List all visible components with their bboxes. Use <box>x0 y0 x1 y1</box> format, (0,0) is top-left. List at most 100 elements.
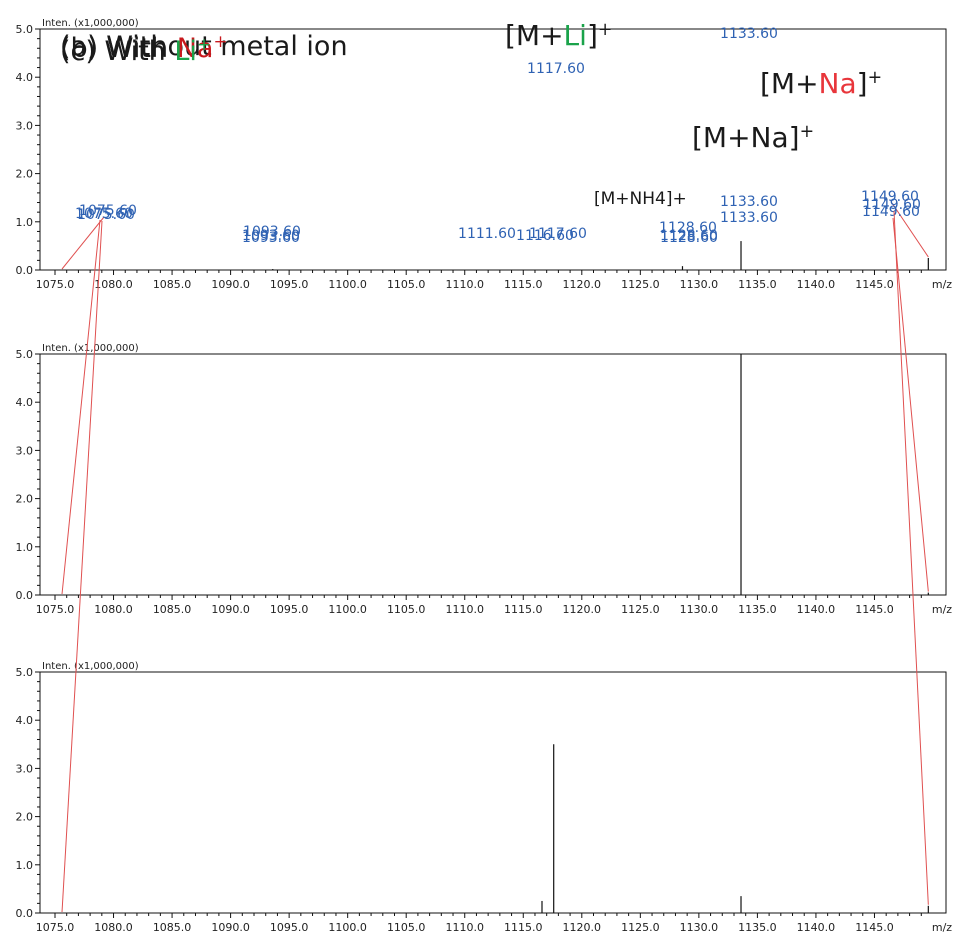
x-tick-label: 1090.0 <box>211 921 250 934</box>
peak-label: 1149.60 <box>862 204 920 220</box>
y-tick-label: 3.0 <box>16 119 34 132</box>
panel-title-part: + <box>213 31 227 51</box>
x-tick-label: 1105.0 <box>387 921 426 934</box>
x-tick-label: 1115.0 <box>504 921 543 934</box>
x-tick-label: 1140.0 <box>797 921 836 934</box>
y-unit-label: Inten. (x1,000,000) <box>42 343 139 354</box>
panel-title: (a) Without metal ion <box>60 31 348 62</box>
peak-leader-line <box>891 202 929 258</box>
y-tick-label: 2.0 <box>16 168 34 181</box>
x-tick-label: 1125.0 <box>621 603 660 616</box>
peak-label: 1075.60 <box>75 206 133 222</box>
x-tick-label: 1120.0 <box>563 603 602 616</box>
peak-label: 1133.60 <box>720 210 778 226</box>
y-tick-label: 2.0 <box>16 811 34 824</box>
x-unit-label: m/z <box>932 278 952 291</box>
panel-title-part: + <box>197 34 211 54</box>
y-tick-label: 2.0 <box>16 493 34 506</box>
peak-label: 1075.60 <box>79 203 137 219</box>
x-tick-label: 1100.0 <box>328 278 367 291</box>
plot-frame <box>39 28 947 271</box>
x-tick-label: 1135.0 <box>738 921 777 934</box>
spectrum-panel-c: Inten. (x1,000,000) 0.0 1.0 2.0 3.0 4.0 5.0 107… <box>16 19 953 934</box>
peak-leader-line <box>61 216 105 270</box>
peak-label: 1133.60 <box>720 26 778 42</box>
ion-annotation-part: Li <box>564 19 587 52</box>
x-tick-label: 1120.0 <box>563 921 602 934</box>
ion-annotation-part: [M+ <box>760 67 819 100</box>
y-tick-label: 0.0 <box>16 264 34 277</box>
x-tick-label: 1080.0 <box>94 603 133 616</box>
x-tick-label: 1100.0 <box>328 921 367 934</box>
ion-annotation: [M+Na]+ <box>692 121 814 154</box>
y-tick-label: 0.0 <box>16 589 34 602</box>
peak-label: 1093.60 <box>243 224 301 240</box>
x-tick-label: 1130.0 <box>680 921 719 934</box>
x-tick-label: 1080.0 <box>94 278 133 291</box>
peak-leader-line <box>893 210 929 905</box>
y-unit-label: Inten. (x1,000,000) <box>42 661 139 672</box>
x-tick-label: 1120.0 <box>563 278 602 291</box>
x-tick-label: 1110.0 <box>445 278 484 291</box>
ion-annotation-part: + <box>800 122 815 142</box>
y-tick-label: 5.0 <box>16 23 34 36</box>
x-tick-label: 1145.0 <box>855 603 894 616</box>
x-tick-label: 1085.0 <box>153 603 192 616</box>
x-tick-label: 1075.0 <box>36 278 75 291</box>
x-tick-label: 1140.0 <box>797 278 836 291</box>
ion-annotation-part: + <box>598 20 613 40</box>
x-tick-label: 1110.0 <box>445 603 484 616</box>
peak-label: 1149.60 <box>863 197 921 213</box>
x-tick-label: 1145.0 <box>855 278 894 291</box>
ion-annotation: [M+NH4]+ <box>594 189 687 209</box>
x-tick-label: 1105.0 <box>387 603 426 616</box>
x-tick-label: 1125.0 <box>621 278 660 291</box>
x-tick-label: 1095.0 <box>270 603 309 616</box>
x-tick-label: 1115.0 <box>504 603 543 616</box>
y-tick-label: 1.0 <box>16 859 34 872</box>
y-tick-label: 4.0 <box>16 714 34 727</box>
y-tick-label: 5.0 <box>16 666 34 679</box>
ion-annotation-part: Na <box>819 67 857 100</box>
peak-label: 1128.60 <box>660 228 718 244</box>
x-tick-label: 1080.0 <box>94 921 133 934</box>
x-tick-label: 1125.0 <box>621 921 660 934</box>
x-tick-label: 1115.0 <box>504 278 543 291</box>
peak-label: 1111.60 <box>458 226 516 242</box>
x-tick-label: 1135.0 <box>738 278 777 291</box>
x-tick-label: 1095.0 <box>270 921 309 934</box>
y-tick-label: 3.0 <box>16 762 34 775</box>
y-tick-label: 0.0 <box>16 907 34 920</box>
x-tick-label: 1110.0 <box>445 921 484 934</box>
peak-label: 1075.60 <box>77 207 135 223</box>
peak-label: 1116.60 <box>516 228 574 244</box>
peak-label: 1093.60 <box>242 228 300 244</box>
panel-title: (b) With Na+ <box>60 31 227 64</box>
x-tick-label: 1130.0 <box>680 278 719 291</box>
peak-leader-line <box>892 217 929 592</box>
ion-annotation-part: + <box>868 68 883 88</box>
y-tick-label: 4.0 <box>16 71 34 84</box>
peak-leader-line <box>61 219 101 595</box>
x-tick-label: 1100.0 <box>328 603 367 616</box>
x-tick-label: 1090.0 <box>211 278 250 291</box>
x-tick-label: 1085.0 <box>153 278 192 291</box>
x-tick-label: 1075.0 <box>36 603 75 616</box>
y-tick-label: 1.0 <box>16 541 34 554</box>
x-unit-label: m/z <box>932 603 952 616</box>
panel-title-part: Li <box>174 36 197 67</box>
x-tick-label: 1085.0 <box>153 921 192 934</box>
peak-label: 1128.60 <box>659 220 717 236</box>
peak-leader-line <box>61 220 103 913</box>
spectrum-panel-b: Inten. (x1,000,000) 0.0 1.0 2.0 3.0 4.0 5.0 107… <box>16 26 953 616</box>
peak-label: 1149.60 <box>861 189 919 205</box>
y-tick-label: 1.0 <box>16 216 34 229</box>
ion-annotation-part: [M+ <box>505 19 564 52</box>
spectrum-panel-a: Inten. (x1,000,000) 0.0 1.0 2.0 3.0 4.0 5.0 107… <box>16 18 953 291</box>
x-unit-label: m/z <box>932 921 952 934</box>
x-tick-label: 1135.0 <box>738 603 777 616</box>
panel-title-part: (c) With <box>60 36 174 67</box>
peak-label: 1133.60 <box>720 194 778 210</box>
ion-annotation-part: ] <box>587 19 598 52</box>
